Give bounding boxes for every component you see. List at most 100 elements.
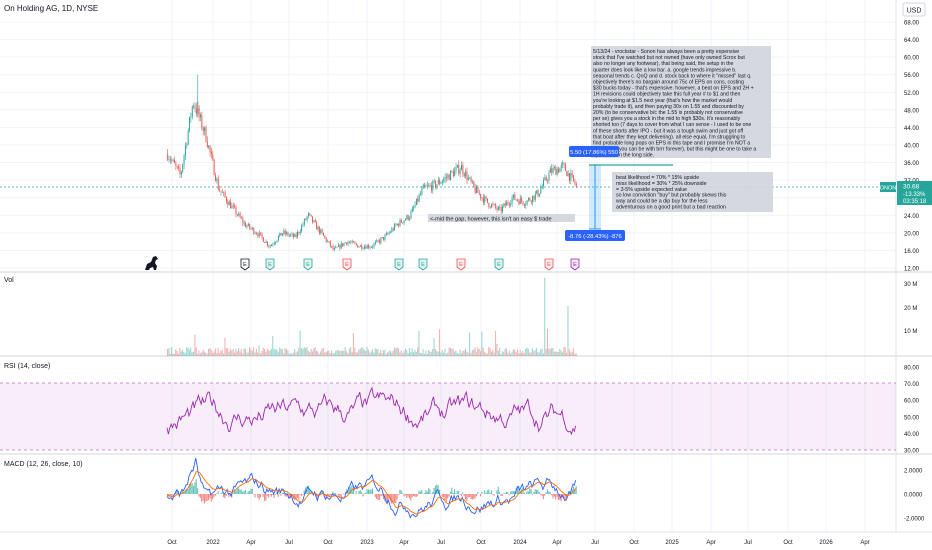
volume-bar: [307, 350, 309, 356]
earnings-marker-icon[interactable]: [240, 258, 250, 271]
macd-histogram-bar: [332, 491, 334, 494]
volume-axis: 30 M 20 M 10 M: [904, 282, 917, 335]
macd-histogram-bar: [362, 494, 364, 497]
macd-histogram-bar: [228, 494, 230, 498]
volume-bar: [428, 349, 430, 356]
volume-bar: [292, 352, 294, 356]
price-axis[interactable]: 68.00 64.00 60.00 56.00 52.00 48.00 44.00 40.00…: [904, 21, 920, 273]
macd-histogram-bar: [447, 494, 449, 499]
candle-body: [444, 176, 446, 180]
volume-bar: [455, 350, 457, 356]
candle-body: [329, 241, 331, 247]
candle-body: [396, 223, 398, 226]
candle-body: [447, 174, 449, 178]
candle-body: [338, 244, 339, 247]
price-tick-label: 56.00: [904, 73, 920, 79]
annotation-main-line: of these shorts after IPO - but it was a…: [593, 128, 744, 134]
macd-histogram-bar: [566, 494, 568, 499]
candle-body: [365, 246, 367, 249]
candle-body: [493, 204, 495, 205]
annotation-main-box[interactable]: [591, 46, 771, 158]
candle-body: [570, 173, 572, 181]
price-tick-label: 52.00: [904, 91, 920, 97]
candle-body: [357, 244, 359, 248]
volume-bar: [343, 350, 345, 356]
candle-body: [521, 197, 523, 202]
earnings-marker-icon[interactable]: [342, 258, 352, 271]
candle-body: [302, 224, 304, 226]
earnings-marker-icon[interactable]: [570, 258, 580, 271]
volume-bar: [515, 352, 517, 356]
macd-histogram-bar: [269, 494, 271, 495]
volume-bar: [344, 347, 346, 356]
macd-histogram-bar: [305, 487, 307, 494]
macd-histogram-bar: [243, 490, 245, 494]
candle-body: [473, 181, 475, 187]
annotation-main-line: probably trade it), and then paying 30x …: [593, 104, 744, 110]
candle-body: [369, 247, 371, 248]
macd-histogram-bar: [210, 494, 212, 502]
volume-bar: [470, 353, 472, 356]
earnings-marker-icon[interactable]: [265, 258, 275, 271]
candle-body: [560, 164, 562, 168]
earnings-marker-icon[interactable]: [456, 258, 466, 271]
volume-bar: [210, 349, 212, 356]
volume-bar: [295, 352, 297, 356]
macd-histogram-bar: [223, 494, 225, 498]
candle-body: [450, 170, 452, 180]
candle-body: [269, 246, 271, 247]
volume-bar: [411, 348, 413, 356]
candle-body: [495, 204, 497, 208]
candle-body: [268, 245, 270, 247]
volume-bar: [467, 352, 469, 356]
volume-bar: [426, 353, 428, 356]
candle-body: [409, 217, 411, 220]
currency-button[interactable]: [902, 2, 926, 17]
earnings-marker-icon[interactable]: [394, 258, 404, 271]
macd-histogram-bar: [169, 494, 171, 497]
candle-body: [377, 240, 379, 241]
candle-body: [364, 246, 365, 249]
earnings-marker-icon[interactable]: [544, 258, 554, 271]
candle-body: [251, 228, 253, 229]
volume-bar: [557, 351, 559, 356]
volume-bar: [395, 348, 397, 356]
macd-histogram-bar: [486, 490, 488, 494]
candle-body: [210, 151, 212, 155]
annotation-beat-box[interactable]: [612, 172, 773, 212]
macd-histogram-bar: [233, 489, 236, 494]
earnings-marker-icon[interactable]: [494, 258, 504, 271]
macd-histogram-bar: [306, 486, 308, 494]
time-axis[interactable]: Oct 2022 Apr Jul Oct 2023 Apr Jul Oct 2024 Apr Jul O…: [167, 540, 869, 546]
candle-body: [180, 171, 182, 175]
candle-body: [454, 170, 456, 177]
earnings-marker-icon[interactable]: [303, 258, 313, 271]
candle-body: [374, 241, 376, 244]
candle-body: [246, 225, 248, 227]
macd-histogram-bar: [214, 494, 216, 496]
volume-bar: [251, 351, 253, 356]
volume-bar: [242, 353, 244, 356]
volume-bar: [534, 350, 536, 356]
macd-histogram-bar: [205, 494, 207, 502]
volume-bar: [444, 348, 446, 356]
candle-body: [266, 241, 268, 246]
volume-bar: [332, 353, 334, 356]
candle-body: [171, 160, 173, 161]
volume-bar: [365, 351, 367, 356]
macd-histogram-bar: [192, 485, 195, 494]
candle-body: [342, 243, 344, 246]
time-tick-label: Oct: [476, 540, 486, 546]
candle-body: [333, 248, 335, 250]
candle-body: [242, 218, 244, 224]
earnings-marker-icon[interactable]: [418, 258, 428, 271]
candle-body: [231, 205, 233, 209]
candle-body: [312, 216, 314, 223]
annotation-gap-box[interactable]: [428, 214, 575, 222]
candle-body: [376, 240, 378, 242]
volume-bar: [407, 353, 409, 356]
candle-body: [335, 246, 337, 249]
candle-body: [306, 216, 308, 220]
